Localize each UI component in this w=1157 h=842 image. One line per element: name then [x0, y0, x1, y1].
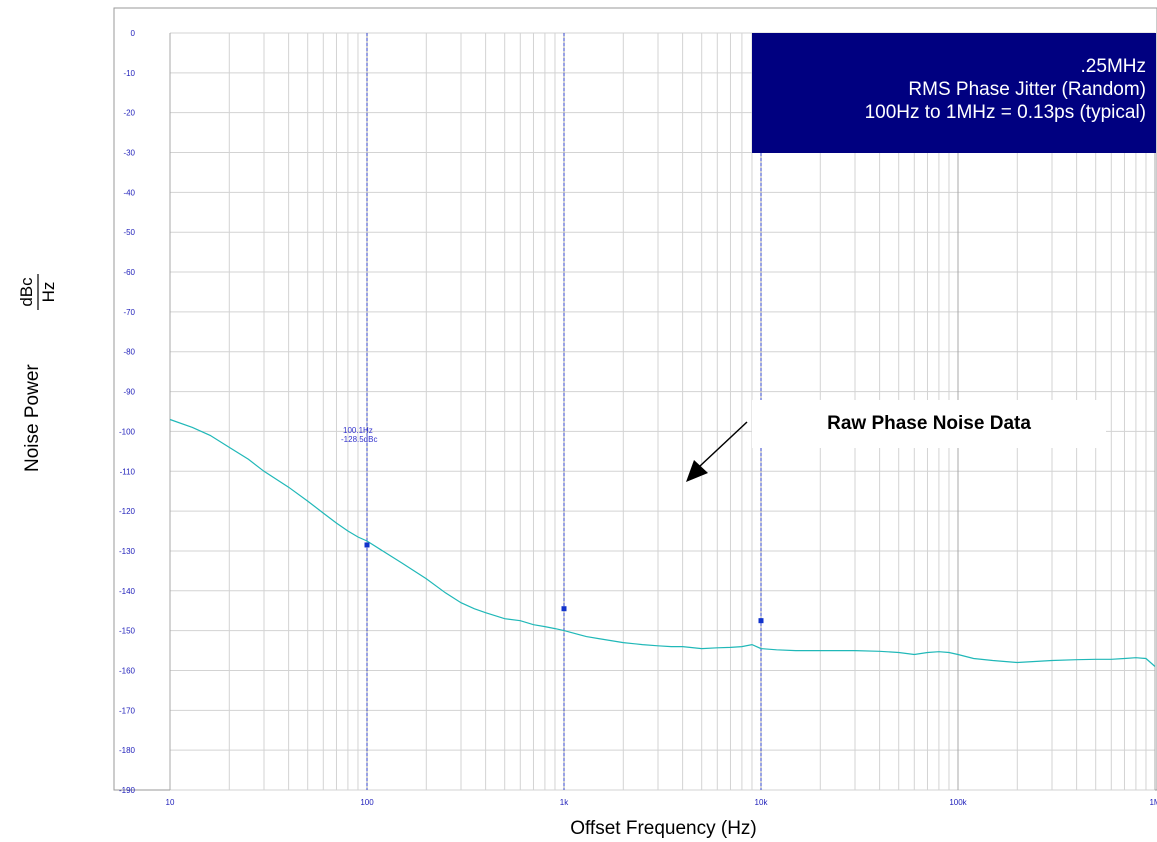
x-tick-label: 1k — [560, 798, 569, 807]
marker-lines — [366, 33, 762, 790]
y-tick-label: -50 — [123, 228, 135, 237]
y-tick-label: -160 — [119, 666, 136, 675]
marker-point — [561, 606, 567, 612]
x-tick-label: 100 — [360, 798, 374, 807]
raw-data-callout: Raw Phase Noise Data — [752, 400, 1106, 448]
y-tick-label: -100 — [119, 427, 136, 436]
marker-point — [758, 618, 764, 624]
y-axis-label: Noise Power dBc Hz — [8, 262, 68, 472]
y-tick-label: -120 — [119, 507, 136, 516]
y-tick-label: 0 — [131, 29, 136, 38]
x-tick-label: 1M — [1149, 798, 1157, 807]
y-tick-label: -180 — [119, 746, 136, 755]
y-tick-label: -20 — [123, 109, 135, 118]
y-tick-label: -80 — [123, 348, 135, 357]
marker-points — [364, 542, 764, 624]
y-tick-label: -130 — [119, 547, 136, 556]
marker-label-level: -128.5dBc — [341, 435, 377, 444]
callout-arrow — [686, 421, 748, 482]
y-tick-label: -70 — [123, 308, 135, 317]
y-tick-label: -40 — [123, 188, 135, 197]
x-tick-label: 100k — [949, 798, 967, 807]
jitter-info-box: .25MHz RMS Phase Jitter (Random) 100Hz t… — [752, 33, 1156, 153]
marker-label-frequency: 100.1Hz — [343, 426, 373, 435]
x-axis-tick-labels: 10 100 1k 10k 100k 1M — [166, 798, 1157, 807]
info-frequency: .25MHz — [1080, 56, 1146, 77]
y-tick-label: -90 — [123, 388, 135, 397]
y-tick-label: -30 — [123, 149, 135, 158]
y-axis-unit-numerator: dBc — [17, 277, 36, 307]
y-tick-label: -190 — [119, 786, 136, 795]
y-tick-label: -140 — [119, 587, 136, 596]
grid-lines — [169, 32, 1156, 791]
y-axis-tick-labels: 0 -10 -20 -30 -40 -50 -60 -70 -80 -90 -100 -110 -120… — [119, 29, 136, 795]
x-axis-title: Offset Frequency (Hz) — [570, 818, 757, 839]
marker-point — [364, 542, 370, 548]
marker-label: 100.1Hz -128.5dBc — [341, 426, 377, 444]
info-jitter-value: 100Hz to 1MHz = 0.13ps (typical) — [864, 102, 1146, 123]
y-axis-title: Noise Power — [22, 364, 43, 472]
y-tick-label: -60 — [123, 268, 135, 277]
y-axis-unit-denominator: Hz — [39, 282, 58, 303]
x-tick-label: 10 — [166, 798, 175, 807]
y-tick-label: -10 — [123, 69, 135, 78]
info-jitter-title: RMS Phase Jitter (Random) — [908, 79, 1146, 100]
y-tick-label: -110 — [120, 467, 136, 476]
x-tick-label: 10k — [755, 798, 769, 807]
y-tick-label: -150 — [119, 627, 136, 636]
y-tick-label: -170 — [119, 706, 136, 715]
phase-noise-series-line — [169, 418, 1156, 667]
